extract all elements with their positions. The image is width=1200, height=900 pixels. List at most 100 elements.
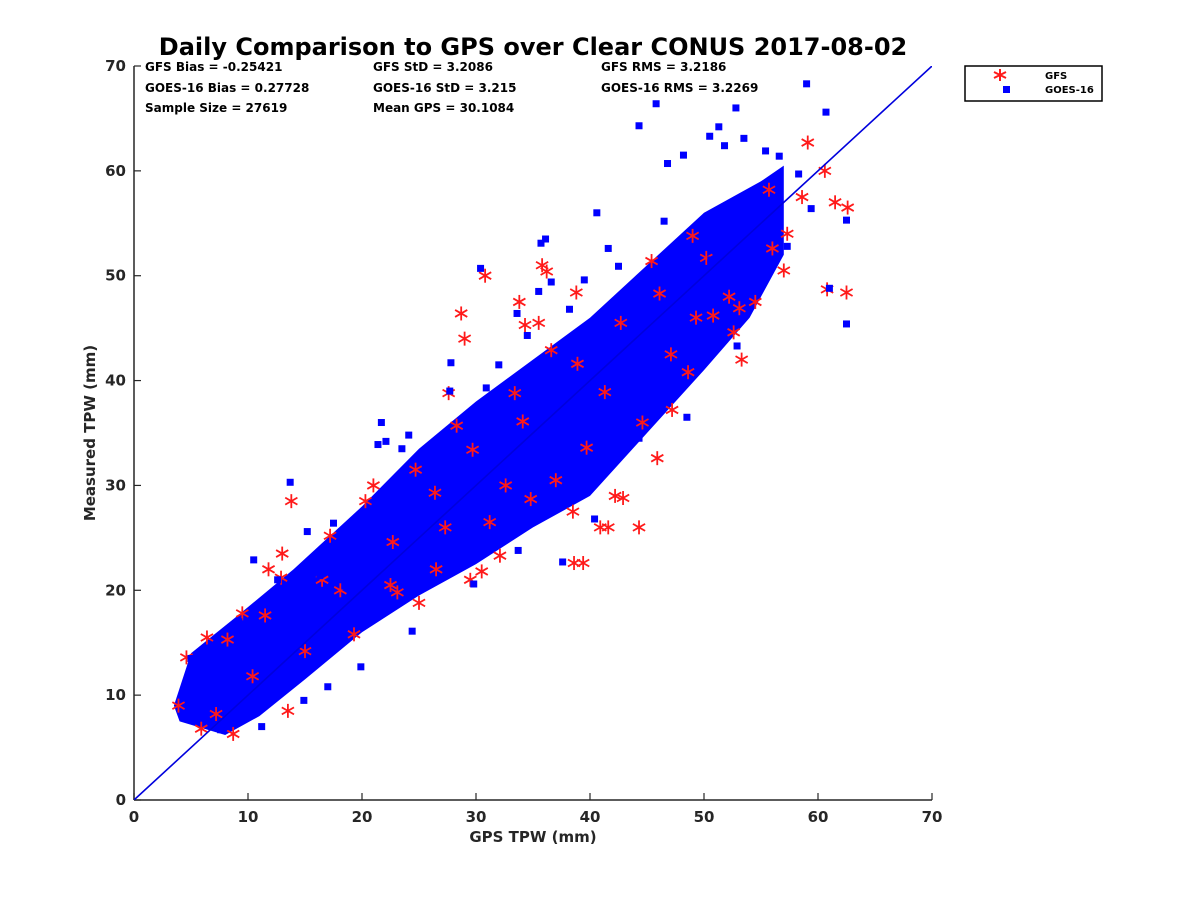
legend-gfs-label: GFS	[1045, 71, 1067, 82]
y-tick-label: 70	[105, 57, 126, 75]
goes16-point	[635, 122, 643, 130]
gfs-point	[428, 485, 442, 500]
gfs-point	[275, 546, 289, 561]
y-tick-label: 60	[105, 162, 126, 180]
goes16-point	[341, 582, 349, 590]
goes16-point	[803, 80, 811, 88]
goes16-density-band	[173, 165, 784, 736]
goes16-point	[775, 152, 783, 160]
y-tick-label: 40	[105, 372, 126, 390]
legend-box	[964, 65, 1103, 102]
goes16-point	[408, 627, 416, 635]
gfs-point	[601, 520, 615, 535]
goes16-point	[303, 528, 311, 536]
goes16-point	[447, 359, 455, 367]
goes16-point	[300, 696, 308, 704]
goes16-point	[635, 434, 643, 442]
goes16-point	[664, 160, 672, 168]
gfs-point	[780, 226, 794, 241]
goes16-point	[204, 702, 212, 710]
goes16-point	[740, 134, 748, 142]
goes16-point	[523, 331, 531, 339]
goes16-point	[424, 510, 432, 518]
goes16-point	[669, 291, 677, 299]
gfs-point	[258, 608, 272, 623]
goes16-point	[783, 242, 791, 250]
gfs-point	[209, 707, 223, 722]
gfs-point	[358, 494, 372, 509]
x-tick-label: 60	[808, 808, 829, 826]
gfs-point	[735, 352, 749, 367]
goes16-point	[470, 580, 478, 588]
x-tick-label: 10	[238, 808, 259, 826]
gfs-point	[429, 562, 443, 577]
goes16-series	[187, 80, 850, 734]
goes16-point	[250, 556, 258, 564]
gfs-point	[458, 331, 472, 346]
goes16-point	[482, 384, 490, 392]
goes16-point	[807, 205, 815, 213]
goes16-point	[743, 223, 751, 231]
gfs-point	[483, 515, 497, 530]
goes16-point	[374, 441, 382, 449]
gfs-point	[478, 268, 492, 283]
gfs-point	[466, 442, 480, 457]
gfs-point	[475, 564, 489, 579]
goes16-point	[242, 653, 250, 661]
goes16-point	[652, 100, 660, 108]
gfs-point	[570, 356, 584, 371]
goes16-point	[477, 264, 485, 272]
gfs-point	[235, 606, 249, 621]
gfs-point	[532, 315, 546, 330]
goes16-point	[665, 339, 673, 347]
goes16-point	[316, 572, 324, 580]
goes16-point	[426, 517, 434, 525]
gfs-point	[508, 386, 522, 401]
goes16-point	[580, 276, 588, 284]
gfs-point	[818, 163, 832, 178]
gfs-point	[569, 285, 583, 300]
gfs-point	[284, 494, 298, 509]
gfs-point	[323, 528, 337, 543]
y-ticks: 0 10 20 30 40 50 60 70	[105, 57, 141, 809]
gfs-point	[598, 385, 612, 400]
goes16-point	[270, 663, 278, 671]
goes16-point	[795, 170, 803, 178]
goes16-point	[565, 305, 573, 313]
gfs-point	[516, 414, 530, 429]
x-tick-label: 70	[922, 808, 943, 826]
gfs-point	[616, 491, 630, 506]
goes16-point	[503, 442, 511, 450]
gfs-point	[220, 632, 235, 647]
gfs-point	[200, 630, 214, 645]
stats-block: GFS Bias = -0.25421 GFS StD = 3.2086 GFS…	[145, 60, 758, 115]
goes16-point	[615, 262, 622, 270]
goes16-point	[292, 618, 300, 626]
gfs-point	[635, 415, 649, 430]
goes16-point	[843, 320, 850, 328]
x-tick-label: 50	[694, 808, 715, 826]
goes16-point	[843, 216, 850, 224]
gfs-point	[540, 264, 554, 279]
gfs-point	[567, 556, 581, 571]
stat-gfs-bias: GFS Bias = -0.25421	[145, 60, 282, 74]
goes16-point	[357, 663, 365, 671]
goes16-point	[762, 147, 770, 155]
goes16-point	[822, 108, 830, 116]
gfs-point	[524, 492, 538, 507]
gfs-point	[727, 325, 741, 340]
gfs-point	[608, 488, 622, 503]
gfs-point	[664, 347, 678, 362]
gfs-point	[748, 294, 762, 309]
gfs-point	[390, 585, 404, 600]
goes16-point	[585, 366, 593, 374]
goes16-point	[721, 142, 729, 150]
gfs-point	[650, 451, 664, 466]
gfs-point	[795, 190, 809, 205]
gfs-point	[226, 726, 240, 741]
goes16-point	[330, 519, 337, 527]
x-ticks: 0 10 20 30 40 50 60 70	[129, 793, 943, 826]
gfs-point	[493, 548, 507, 563]
goes16-point	[733, 342, 741, 350]
